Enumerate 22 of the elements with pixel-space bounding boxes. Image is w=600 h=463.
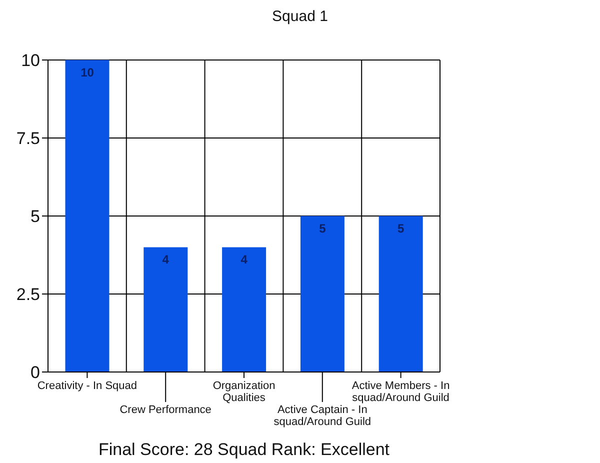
x-tick-label: Active Captain - In squad/Around Guild — [274, 404, 372, 428]
data-label: 10 — [80, 66, 94, 80]
data-label: 4 — [240, 252, 248, 267]
x-tick-label: Organization Qualities — [212, 380, 276, 404]
x-tick-label: Active Members - In squad/Around Guild — [352, 380, 450, 404]
y-tick-label: 10 — [21, 51, 40, 70]
chart-title: Squad 1 — [271, 8, 329, 25]
y-tick-label: 7.5 — [16, 129, 40, 148]
y-tick-label: 0 — [30, 363, 40, 382]
bar — [378, 216, 423, 372]
bar — [300, 216, 344, 372]
data-label: 5 — [319, 222, 326, 236]
y-tick-label: 5 — [30, 207, 40, 226]
x-axis-title: Final Score: 28 Squad Rank: Excellent — [98, 440, 390, 459]
bar — [144, 247, 188, 372]
x-tick-label: Creativity - In Squad — [37, 380, 138, 392]
bar — [222, 247, 266, 372]
data-label: 5 — [398, 222, 405, 236]
x-tick-label: Crew Performance — [120, 404, 212, 416]
bar — [65, 60, 110, 372]
data-label: 4 — [162, 252, 170, 267]
y-tick-label: 2.5 — [16, 285, 40, 304]
